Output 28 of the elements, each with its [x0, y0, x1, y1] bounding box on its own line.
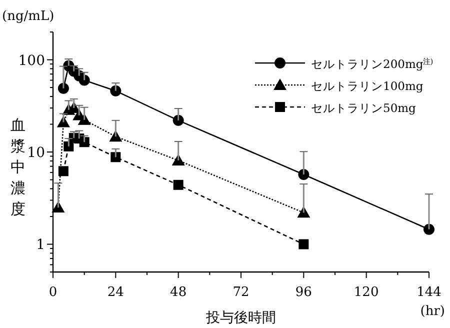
x-tick-label: 120 — [354, 285, 379, 300]
legend-label: セルトラリン100mg — [311, 79, 424, 93]
x-tick-label: 144 — [416, 285, 442, 300]
point — [78, 74, 90, 86]
legend-label: セルトラリン50mg — [311, 101, 417, 115]
text: (ng/mL) — [2, 9, 54, 24]
y-axis-title: 血漿中濃度 — [10, 116, 26, 218]
x-tick-label: 96 — [295, 285, 312, 300]
point — [424, 224, 434, 235]
legend-label: セルトラリン200mg$^{注)}$ — [311, 56, 434, 71]
x-axis-title: 投与後時間 — [205, 310, 276, 326]
point — [79, 137, 90, 148]
point — [173, 180, 184, 190]
point — [298, 169, 310, 180]
y-tick-label: 1 — [36, 237, 45, 254]
y-tick-label: 100 — [18, 52, 45, 69]
y-tick-label: 10 — [27, 145, 45, 161]
point — [110, 85, 122, 96]
x-tick-label: 24 — [107, 285, 124, 300]
point — [110, 152, 121, 162]
point — [58, 82, 69, 94]
x-tick-label: 48 — [170, 285, 187, 300]
point — [172, 114, 184, 126]
point — [298, 239, 309, 250]
point — [58, 166, 68, 176]
text: (hr) — [420, 304, 445, 319]
x-tick-label: 0 — [48, 285, 58, 300]
x-tick-label: 72 — [232, 285, 250, 300]
